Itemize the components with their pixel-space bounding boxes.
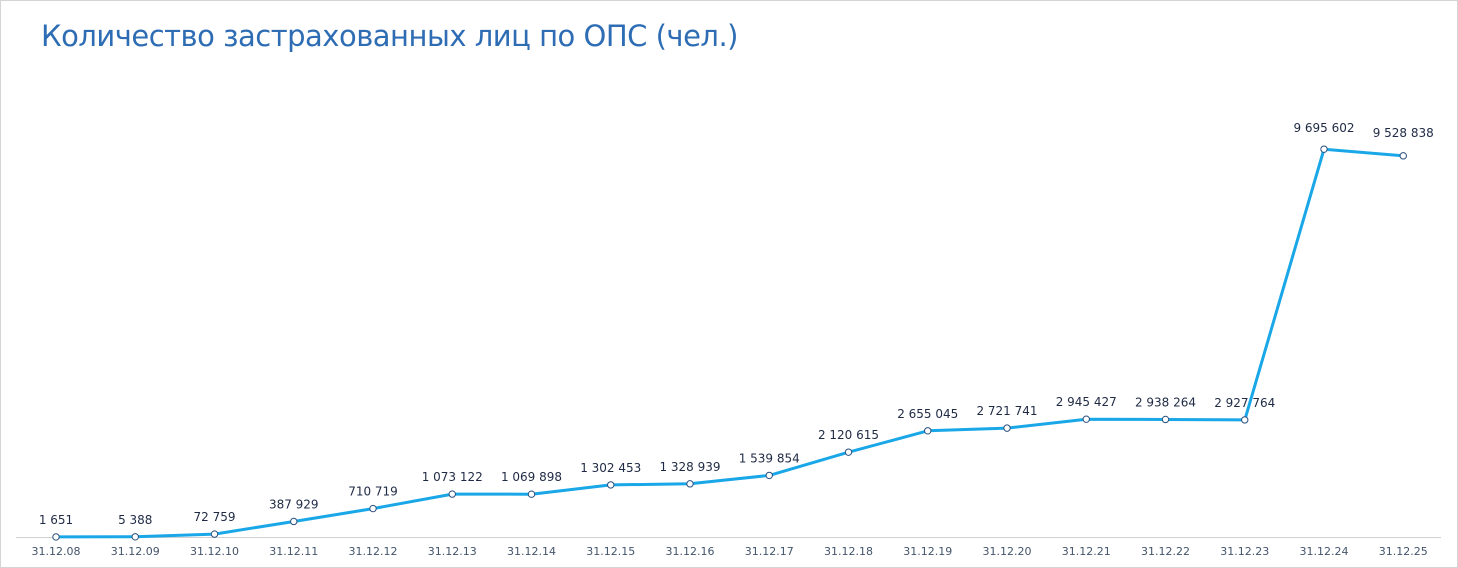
x-tick-label: 31.12.18 — [824, 545, 873, 558]
data-label: 1 069 898 — [501, 470, 562, 484]
data-point — [924, 427, 932, 435]
data-label: 9 695 602 — [1293, 121, 1354, 135]
data-point — [686, 480, 694, 488]
data-label: 1 539 854 — [739, 451, 800, 465]
data-label: 1 651 — [39, 513, 73, 527]
data-labels: 1 651 5 388 72 759 387 929 710 719 1 073 122 1… — [39, 121, 1434, 527]
data-point — [369, 504, 377, 513]
x-tick-label: 31.12.24 — [1300, 545, 1349, 558]
x-tick-label: 31.12.21 — [1062, 545, 1111, 558]
x-tick-label: 31.12.08 — [32, 545, 81, 558]
data-point — [607, 481, 615, 489]
data-point — [1161, 415, 1170, 424]
data-point — [1082, 415, 1090, 423]
x-tick-label: 31.12.22 — [1141, 545, 1190, 558]
data-point — [448, 490, 456, 498]
x-tick-label: 31.12.11 — [269, 545, 318, 558]
data-label: 9 528 838 — [1373, 126, 1434, 140]
data-label: 2 120 615 — [818, 428, 879, 442]
data-point — [210, 530, 219, 538]
x-tick-label: 31.12.15 — [586, 545, 635, 558]
data-label: 2 721 741 — [976, 404, 1037, 418]
x-tick-label: 31.12.13 — [428, 545, 477, 558]
data-label: 2 655 045 — [897, 407, 958, 421]
data-label: 2 945 427 — [1056, 395, 1117, 409]
data-point — [1241, 416, 1249, 424]
x-tick-label: 31.12.10 — [190, 545, 239, 558]
series-line — [54, 147, 1405, 539]
data-point — [52, 533, 60, 541]
x-tick-label: 31.12.17 — [745, 545, 794, 558]
data-label: 2 938 264 — [1135, 395, 1196, 409]
data-point — [290, 517, 298, 526]
x-tick-label: 31.12.14 — [507, 545, 556, 558]
data-label: 1 328 939 — [659, 460, 720, 474]
x-tick-label: 31.12.25 — [1379, 545, 1428, 558]
data-point — [844, 448, 853, 456]
data-label: 1 073 122 — [422, 470, 483, 484]
x-tick-label: 31.12.09 — [111, 545, 160, 558]
data-label: 2 927 764 — [1214, 396, 1275, 410]
data-label: 710 719 — [348, 485, 398, 499]
data-point — [1399, 152, 1407, 160]
x-tick-label: 31.12.20 — [983, 545, 1032, 558]
x-tick-label: 31.12.19 — [903, 545, 952, 558]
chart-title: Количество застрахованных лиц по ОПС (че… — [41, 19, 738, 53]
data-point — [131, 533, 139, 541]
data-point — [1320, 145, 1328, 153]
data-label: 5 388 — [118, 513, 152, 527]
data-point — [765, 471, 773, 480]
data-label: 1 302 453 — [580, 461, 641, 475]
x-tick-labels: 31.12.08 31.12.09 31.12.10 31.12.11 31.12.12… — [32, 545, 1428, 558]
series-markers — [52, 145, 1407, 541]
data-point — [527, 490, 536, 498]
x-tick-label: 31.12.16 — [666, 545, 715, 558]
data-label: 387 929 — [269, 497, 319, 511]
data-point — [1003, 424, 1011, 432]
data-label: 72 759 — [194, 510, 236, 524]
x-tick-label: 31.12.23 — [1220, 545, 1269, 558]
x-tick-label: 31.12.12 — [349, 545, 398, 558]
